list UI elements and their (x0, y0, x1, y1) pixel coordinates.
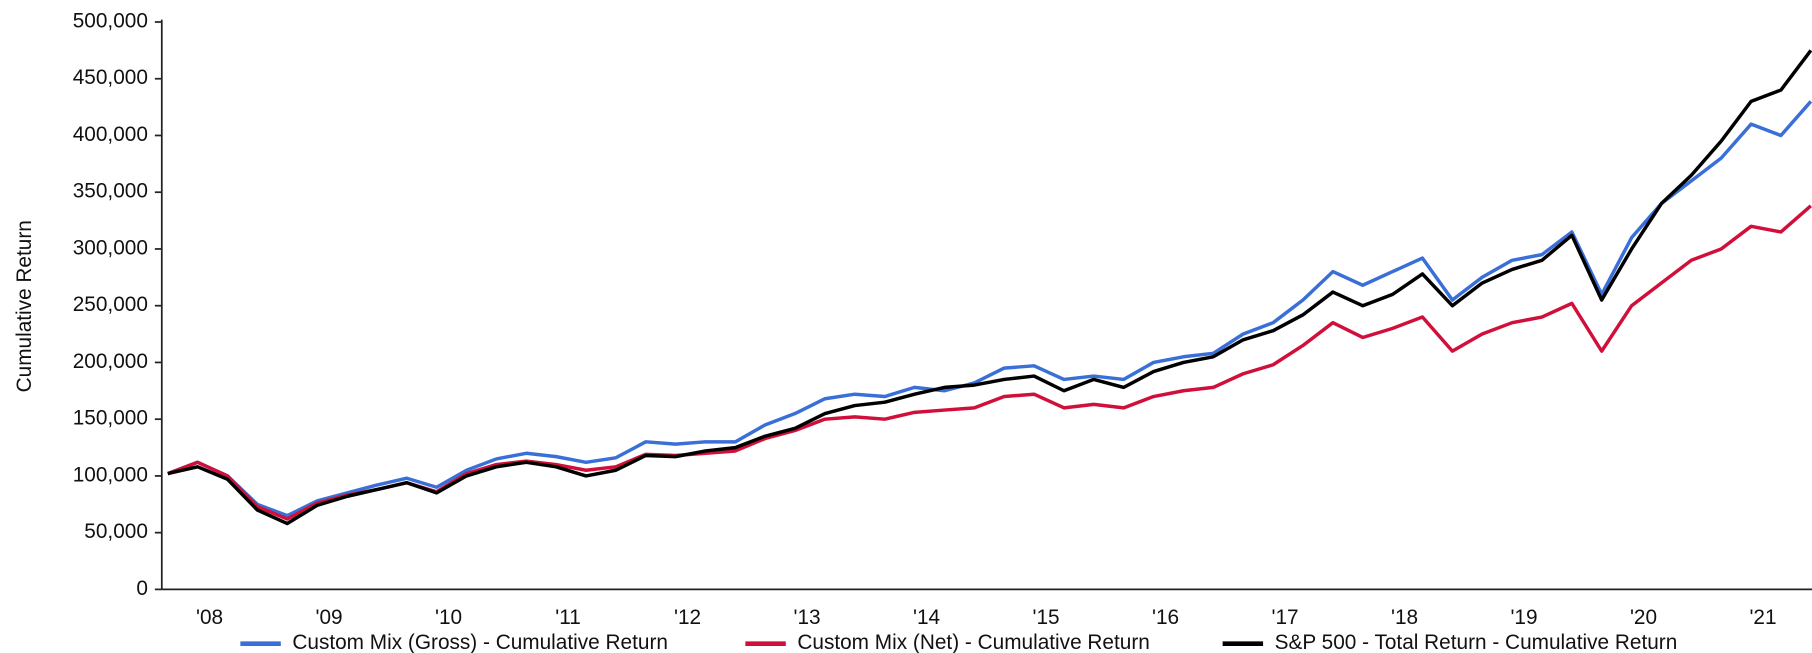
x-tick-label: '12 (674, 606, 701, 629)
y-tick-label: 500,000 (73, 9, 148, 32)
x-tick-label: '13 (793, 606, 820, 629)
y-tick-label: 300,000 (73, 236, 148, 259)
y-tick-label: 50,000 (84, 520, 148, 543)
x-tick-label: '08 (196, 606, 223, 629)
y-tick-label: 0 (136, 577, 148, 600)
legend-label: Custom Mix (Net) - Cumulative Return (797, 631, 1149, 653)
x-tick-label: '19 (1510, 606, 1537, 629)
x-tick-label: '17 (1271, 606, 1298, 629)
y-tick-label: 450,000 (73, 66, 148, 89)
x-tick-label: '14 (913, 606, 940, 629)
legend-label: S&P 500 - Total Return - Cumulative Retu… (1275, 631, 1678, 653)
series-line (167, 49, 1812, 526)
series-line (167, 100, 1812, 518)
series-line (167, 204, 1812, 521)
y-tick-label: 100,000 (73, 463, 148, 486)
x-tick-label: '15 (1032, 606, 1059, 629)
y-tick-label: 350,000 (73, 180, 148, 203)
y-tick-label: 200,000 (73, 350, 148, 373)
y-tick-label: 400,000 (73, 123, 148, 146)
y-axis-label: Cumulative Return (13, 220, 36, 392)
x-tick-label: '11 (555, 606, 581, 629)
x-tick-label: '20 (1630, 606, 1657, 629)
x-tick-label: '16 (1152, 606, 1179, 629)
x-tick-label: '21 (1749, 606, 1776, 629)
legend-label: Custom Mix (Gross) - Cumulative Return (292, 631, 668, 653)
x-tick-label: '18 (1391, 606, 1418, 629)
x-tick-label: '10 (435, 606, 462, 629)
y-tick-label: 150,000 (73, 407, 148, 430)
y-tick-label: 250,000 (73, 293, 148, 316)
x-tick-label: '09 (316, 606, 343, 629)
